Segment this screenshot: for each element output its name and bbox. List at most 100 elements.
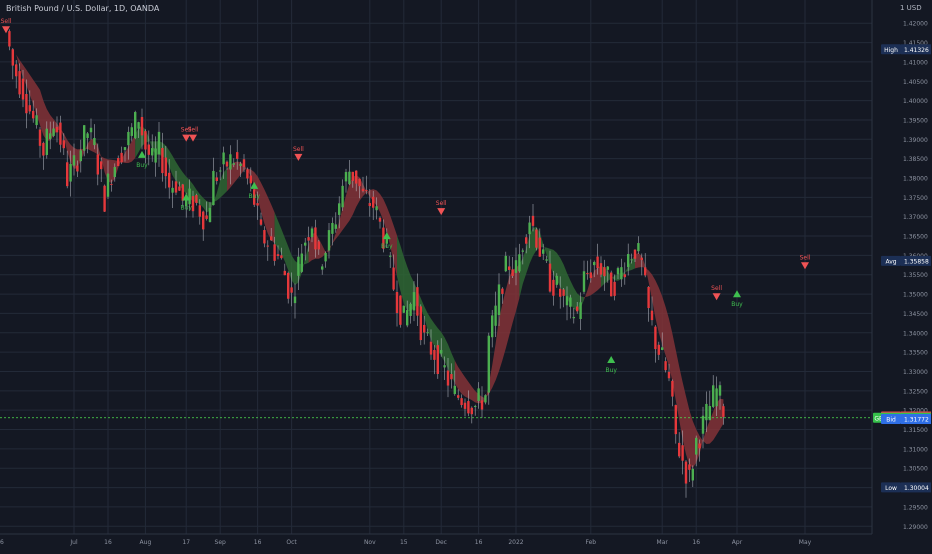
candle-body <box>321 266 324 270</box>
candle-body <box>474 405 477 407</box>
candle <box>280 247 283 260</box>
candle-body <box>644 267 647 276</box>
x-tick-label: 16 <box>104 539 112 546</box>
candle-body <box>508 266 511 270</box>
candle-body <box>168 172 171 188</box>
candle-body <box>406 310 409 326</box>
candle-body <box>521 250 524 252</box>
candle-body <box>161 147 164 174</box>
candle <box>623 262 626 285</box>
candle <box>548 250 552 293</box>
candle <box>440 338 443 357</box>
x-tick-label: Aug <box>140 539 152 546</box>
candle <box>110 179 113 192</box>
candle <box>640 253 643 276</box>
sell-signal: Sell <box>293 146 304 161</box>
candle <box>117 155 120 167</box>
candle <box>375 197 378 220</box>
candle <box>348 159 351 186</box>
candle-body <box>83 125 86 151</box>
candle <box>504 251 507 273</box>
candle <box>654 325 657 363</box>
candle <box>89 118 93 140</box>
y-tick-label: 1.35500 <box>903 272 928 279</box>
candle <box>518 243 521 273</box>
signal-label: Buy <box>381 243 393 250</box>
candle-body <box>15 64 18 77</box>
candle-body <box>593 262 596 266</box>
candle-body <box>314 227 317 250</box>
candle <box>705 391 708 433</box>
candle-body <box>555 275 558 285</box>
candle-body <box>695 437 698 455</box>
candle <box>76 160 79 177</box>
candle-body <box>93 137 96 146</box>
candle <box>161 132 164 182</box>
candle <box>42 141 45 170</box>
candle-body <box>718 385 722 396</box>
candle <box>106 160 110 200</box>
candle-body <box>358 178 361 187</box>
candle-body <box>705 403 708 421</box>
candle <box>168 159 171 199</box>
candle-body <box>497 284 501 316</box>
candle <box>266 240 269 261</box>
y-tick-label: 1.33500 <box>903 350 928 357</box>
candle <box>644 253 647 278</box>
candle-body <box>443 365 446 368</box>
x-tick-label: 17 <box>182 539 190 546</box>
candle <box>671 379 674 407</box>
candle-body <box>178 186 181 191</box>
candle-body <box>157 131 161 155</box>
candle-body <box>647 286 650 309</box>
candle-body <box>198 205 201 217</box>
candle <box>487 332 490 405</box>
candle-body <box>276 254 280 257</box>
candle-body <box>674 405 677 435</box>
candle <box>664 357 667 373</box>
candle-body <box>103 185 106 212</box>
sell-signal: Sell <box>1 18 12 34</box>
candle-body <box>100 161 103 170</box>
candle-body <box>219 170 222 172</box>
candle-body <box>229 154 232 170</box>
candle <box>59 115 62 153</box>
tag-label: High <box>884 47 898 54</box>
candle-body <box>399 295 402 325</box>
candle-body <box>59 122 62 145</box>
candle <box>351 171 354 188</box>
candle-body <box>171 187 174 193</box>
candle-body <box>225 161 229 167</box>
candle <box>514 247 518 286</box>
y-tick-label: 1.30500 <box>903 466 928 473</box>
candle <box>542 243 545 261</box>
candle <box>657 341 660 360</box>
candle-body <box>586 273 589 275</box>
buy-signal: Buy <box>136 150 148 169</box>
sell-signal: Sell <box>436 200 447 216</box>
candle-body <box>698 443 701 449</box>
candle-body <box>123 147 127 150</box>
y-tick-label: 1.31500 <box>903 427 928 434</box>
candle-body <box>331 222 334 234</box>
candle <box>290 272 293 307</box>
y-tick-label: 1.31000 <box>903 446 928 453</box>
x-tick-label: 16 <box>692 539 700 546</box>
candle <box>508 256 511 285</box>
candle-body <box>599 263 603 275</box>
candle-body <box>117 158 120 167</box>
ribbon-bear <box>454 264 520 404</box>
candle <box>334 212 337 233</box>
candle-body <box>263 230 266 244</box>
x-tick-label: Oct <box>286 539 297 546</box>
candle <box>154 136 157 177</box>
candle <box>698 439 701 462</box>
signal-label: Buy <box>731 301 743 308</box>
candle-body <box>426 332 429 334</box>
candle-body <box>215 177 218 181</box>
signal-label: Sell <box>436 200 447 207</box>
candle <box>715 376 718 417</box>
candle <box>256 191 259 220</box>
